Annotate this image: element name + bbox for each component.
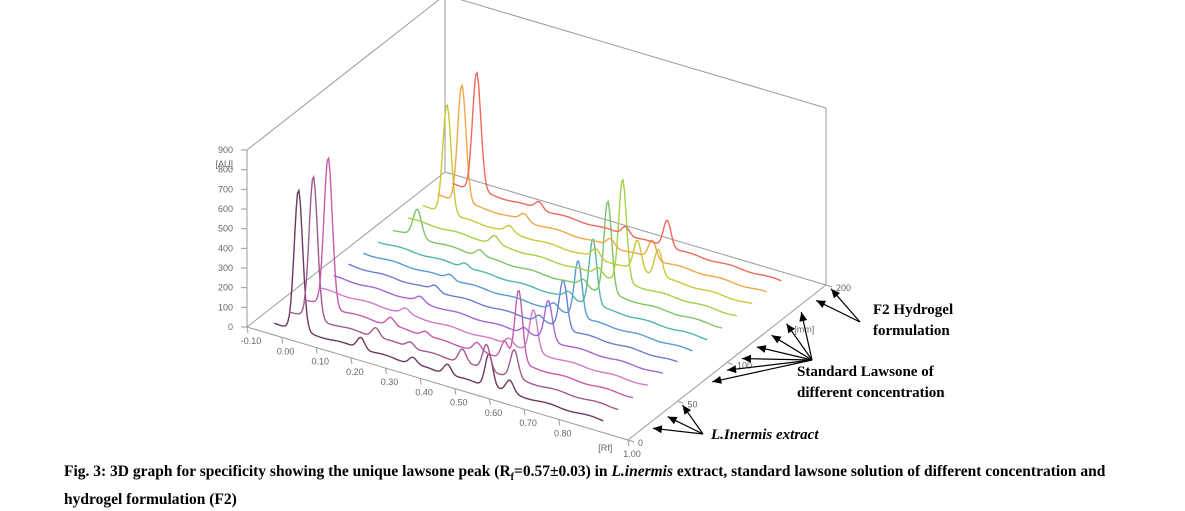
annotation-arrowhead xyxy=(756,345,767,353)
y-tick-label: 400 xyxy=(218,243,233,253)
densitogram-tracks xyxy=(273,71,782,422)
y-tick-label: 100 xyxy=(218,302,233,312)
y-tick-label: 200 xyxy=(218,283,233,293)
track-11 xyxy=(422,103,752,305)
back-far-line xyxy=(444,171,827,286)
x-tick-label: 0.10 xyxy=(312,357,330,367)
z-tick-mark xyxy=(627,439,635,443)
caption-prefix: Fig. 3: 3D graph for specificity showing… xyxy=(64,463,511,480)
annotation-arrowhead xyxy=(816,300,827,308)
y-tick-label: 900 xyxy=(218,145,233,155)
plot-frame xyxy=(246,0,827,441)
x-tick-mark xyxy=(246,326,249,334)
x-tick-label: 0.20 xyxy=(346,367,364,377)
y-tick-label: 0 xyxy=(228,322,233,332)
y-tick-label: 500 xyxy=(218,224,233,234)
annotation-arrowhead xyxy=(799,312,808,322)
annotation-arrowhead xyxy=(831,288,840,299)
z-axis-label: [mm] xyxy=(794,324,814,334)
x-tick-mark xyxy=(488,398,491,405)
z-tick-label: 200 xyxy=(836,283,851,293)
annotations: F2 Hydrogel formulation Standard Lawsone o… xyxy=(652,288,953,443)
z-tick-label: 100 xyxy=(737,361,752,371)
z-tick-mark xyxy=(677,400,684,404)
y-tick-label: 300 xyxy=(218,263,233,273)
annotation-std: different concentration xyxy=(797,385,945,401)
x-tick-mark xyxy=(281,337,284,344)
track-13 xyxy=(452,71,782,282)
x-tick-mark xyxy=(385,368,388,375)
caption-middle: =0.57±0.03) in xyxy=(514,463,612,480)
track-3 xyxy=(303,156,634,399)
annotation-arrowhead xyxy=(771,335,782,344)
z-tick-mark xyxy=(825,284,833,288)
annotation-arrow-line xyxy=(727,359,813,371)
annotation-f2: formulation xyxy=(873,323,950,339)
track-4 xyxy=(318,287,648,386)
annotation-std: Standard Lawsone of xyxy=(797,364,935,380)
track-10 xyxy=(407,178,738,317)
x-tick-mark xyxy=(350,357,353,364)
figure-caption: Fig. 3: 3D graph for specificity showing… xyxy=(64,461,1164,511)
annotation-arrow-line xyxy=(756,346,813,361)
annotation-arrow-line xyxy=(712,359,813,383)
x-tick-label: 0.40 xyxy=(415,387,433,397)
x-tick-mark xyxy=(454,388,457,395)
x-tick-mark xyxy=(523,409,526,416)
annotation-arrowhead xyxy=(712,375,722,384)
annotation-arrowhead xyxy=(667,416,678,425)
z-tick-label: 0 xyxy=(638,438,643,448)
annotation-arrowhead xyxy=(652,425,663,434)
x-axis-line xyxy=(246,326,629,441)
x-tick-mark xyxy=(627,439,630,447)
x-tick-label: -0.10 xyxy=(241,336,262,346)
x-tick-label: 0.60 xyxy=(485,408,503,418)
track-8 xyxy=(377,238,708,341)
x-tick-label: 0.50 xyxy=(450,398,468,408)
annotation-arrowhead xyxy=(741,354,752,363)
annotation-f2: F2 Hydrogel xyxy=(873,302,953,318)
track-9 xyxy=(392,200,723,329)
annotation-arrowhead xyxy=(682,405,691,415)
annotation-arrowhead xyxy=(786,323,795,334)
track-7 xyxy=(363,252,693,352)
caption-italic: L.inermis xyxy=(611,463,674,480)
annotation-lin: L.Inermis extract xyxy=(710,427,819,443)
top-left-edge xyxy=(246,0,440,151)
x-axis-label: [Rf] xyxy=(598,443,612,453)
y-tick-label: 700 xyxy=(218,184,233,194)
x-tick-mark xyxy=(315,347,318,354)
y-tick-label: 800 xyxy=(218,165,233,175)
z-tick-label: 50 xyxy=(688,399,698,409)
track-2 xyxy=(288,174,619,411)
caption-subscript: f xyxy=(510,472,514,484)
x-tick-label: 0.80 xyxy=(554,428,572,438)
x-tick-mark xyxy=(558,419,561,426)
track-1 xyxy=(273,188,604,422)
x-tick-label: 0.70 xyxy=(519,418,537,428)
lawsone-3d-chromatogram: 0100200300400500600700800900[AU]-0.100.0… xyxy=(215,0,953,459)
x-tick-mark xyxy=(419,378,422,385)
annotation-arrow-line xyxy=(741,357,813,361)
track-5 xyxy=(333,274,663,374)
annotation-arrowhead xyxy=(727,365,737,374)
track-6 xyxy=(348,263,678,363)
back-floor-line xyxy=(246,171,446,328)
caption-suffix: extract, standard lawsone solution of di… xyxy=(64,463,1106,509)
x-tick-label: 0.30 xyxy=(381,377,399,387)
top-back-edge xyxy=(460,0,827,109)
track-12 xyxy=(437,83,767,293)
x-tick-label: 1.00 xyxy=(623,449,641,459)
y-tick-label: 600 xyxy=(218,204,233,214)
y-axis-label: [AU] xyxy=(215,159,233,169)
z-tick-mark xyxy=(726,362,734,365)
x-tick-label: 0.00 xyxy=(277,346,295,356)
axis-ticks: 0100200300400500600700800900[AU]-0.100.0… xyxy=(215,145,851,459)
